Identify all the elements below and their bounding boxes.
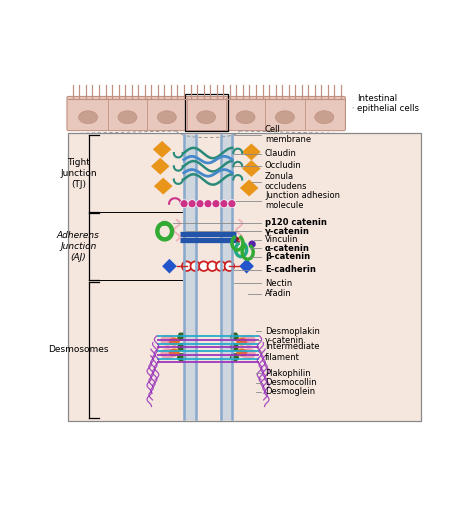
Polygon shape: [151, 158, 170, 175]
Text: β-catenin: β-catenin: [265, 252, 310, 262]
Ellipse shape: [315, 111, 334, 124]
Circle shape: [220, 200, 228, 208]
Polygon shape: [154, 178, 173, 195]
Text: Intermediate
filament: Intermediate filament: [265, 342, 319, 362]
Text: Adherens
Junction
(AJ): Adherens Junction (AJ): [57, 231, 100, 262]
Text: Junction adhesion
molecule: Junction adhesion molecule: [265, 191, 340, 211]
Polygon shape: [230, 353, 239, 361]
Polygon shape: [239, 259, 254, 273]
Polygon shape: [242, 143, 261, 160]
Circle shape: [196, 200, 204, 208]
Polygon shape: [177, 333, 186, 341]
Circle shape: [188, 200, 196, 208]
Text: Tight
Junction
(TJ): Tight Junction (TJ): [60, 158, 97, 189]
Text: γ-catenin: γ-catenin: [265, 336, 304, 345]
Circle shape: [228, 200, 236, 208]
Ellipse shape: [241, 348, 256, 359]
Text: Plakophilin: Plakophilin: [265, 369, 310, 378]
Ellipse shape: [79, 111, 98, 124]
Circle shape: [180, 200, 188, 208]
Text: Vinculin: Vinculin: [265, 235, 299, 244]
Circle shape: [248, 241, 256, 248]
Text: Cell
membrane: Cell membrane: [265, 125, 311, 144]
Text: γ-catenin: γ-catenin: [265, 227, 310, 236]
Ellipse shape: [241, 335, 256, 346]
Polygon shape: [242, 160, 261, 177]
Text: α-catenin: α-catenin: [265, 244, 310, 253]
Polygon shape: [240, 179, 258, 196]
Bar: [68, 133, 421, 421]
FancyBboxPatch shape: [67, 97, 346, 131]
Text: Afadin: Afadin: [265, 289, 292, 298]
Ellipse shape: [169, 338, 180, 345]
Circle shape: [212, 200, 220, 208]
Polygon shape: [153, 141, 172, 158]
Text: Desmocollin: Desmocollin: [265, 378, 317, 387]
Text: Claudin: Claudin: [265, 149, 297, 158]
Circle shape: [204, 200, 212, 208]
Circle shape: [191, 262, 200, 271]
Ellipse shape: [157, 111, 176, 124]
Polygon shape: [230, 343, 239, 351]
Ellipse shape: [237, 338, 247, 345]
Ellipse shape: [169, 348, 180, 357]
Polygon shape: [177, 353, 186, 361]
Ellipse shape: [160, 348, 175, 359]
Ellipse shape: [160, 335, 175, 346]
Polygon shape: [177, 343, 186, 351]
Circle shape: [208, 262, 217, 271]
Text: Desmosomes: Desmosomes: [48, 345, 109, 355]
Ellipse shape: [236, 111, 255, 124]
Ellipse shape: [197, 111, 216, 124]
Bar: [185, 94, 228, 131]
Ellipse shape: [118, 111, 137, 124]
Text: Zonula
occludens: Zonula occludens: [265, 172, 308, 191]
Text: E-cadherin: E-cadherin: [265, 265, 316, 274]
Text: Nectin: Nectin: [265, 279, 292, 288]
Text: p120 catenin: p120 catenin: [265, 218, 327, 227]
Circle shape: [182, 262, 191, 271]
Text: Occludin: Occludin: [265, 161, 302, 171]
Circle shape: [199, 262, 209, 271]
Ellipse shape: [237, 348, 247, 357]
Polygon shape: [162, 259, 177, 273]
Polygon shape: [230, 333, 239, 341]
Text: Desmoglein: Desmoglein: [265, 388, 315, 396]
Text: Intestinal
epithelial cells: Intestinal epithelial cells: [357, 94, 419, 113]
Polygon shape: [231, 237, 240, 242]
Text: Desmoplakin: Desmoplakin: [265, 327, 320, 336]
Ellipse shape: [275, 111, 294, 124]
Circle shape: [216, 262, 226, 271]
Circle shape: [225, 262, 234, 271]
